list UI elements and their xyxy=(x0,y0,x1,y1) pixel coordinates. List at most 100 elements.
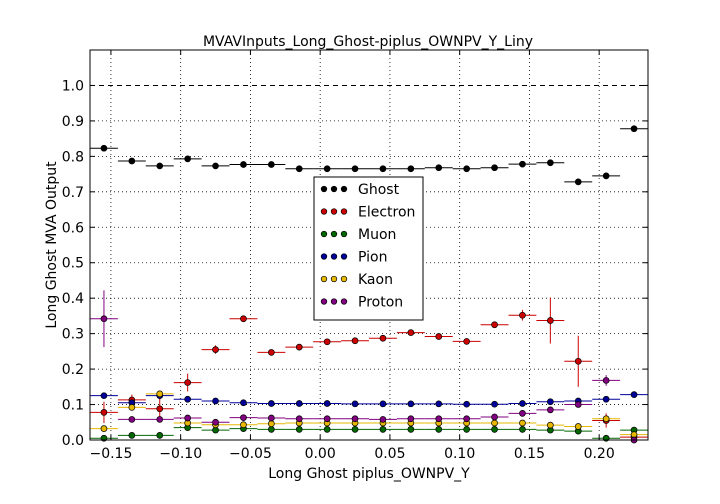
legend-box xyxy=(313,176,424,321)
legend-marker xyxy=(340,208,348,215)
legend-marker xyxy=(320,230,328,238)
data-point xyxy=(519,400,526,407)
y-tick-label: 1.0 xyxy=(62,78,84,94)
data-point xyxy=(268,400,275,407)
x-tick-label: 0.00 xyxy=(305,446,336,462)
data-point xyxy=(240,399,247,407)
data-layer xyxy=(90,125,648,444)
data-point xyxy=(240,161,247,168)
data-point xyxy=(435,164,443,172)
data-point xyxy=(463,165,470,173)
legend-marker xyxy=(330,298,338,305)
data-point xyxy=(407,329,415,336)
data-point xyxy=(602,395,610,403)
data-point xyxy=(491,164,498,172)
data-point xyxy=(156,432,164,439)
data-point xyxy=(435,400,443,408)
data-point xyxy=(602,377,610,384)
data-point xyxy=(379,416,387,423)
data-point xyxy=(240,315,247,323)
y-tick-label: 0.2 xyxy=(62,362,84,378)
y-tick-label: 0.7 xyxy=(62,185,84,201)
data-point xyxy=(435,415,443,423)
y-axis-label: Long Ghost MVA Output xyxy=(44,161,60,329)
y-tick-label: 0.5 xyxy=(62,256,84,272)
legend-marker xyxy=(340,298,348,305)
data-point xyxy=(546,398,554,406)
legend-label: Electron xyxy=(358,205,415,221)
data-point xyxy=(351,426,359,433)
data-point xyxy=(295,165,303,173)
legend-marker xyxy=(320,298,328,305)
y-tick-label: 0.8 xyxy=(62,149,84,165)
legend-marker xyxy=(330,253,338,260)
data-point xyxy=(268,161,275,168)
legend-marker xyxy=(320,275,328,283)
data-point xyxy=(128,416,136,423)
legend-marker xyxy=(330,230,338,238)
data-point xyxy=(379,426,387,433)
data-point xyxy=(184,395,191,403)
data-point xyxy=(100,392,108,400)
data-point xyxy=(128,404,136,411)
data-point xyxy=(100,315,108,323)
data-point xyxy=(212,346,219,353)
data-point xyxy=(240,421,247,429)
y-tick-label: 0.9 xyxy=(62,114,84,130)
data-point xyxy=(519,410,526,417)
data-point xyxy=(268,420,275,428)
y-tick-label: 0.6 xyxy=(62,220,84,236)
legend-label: Kaon xyxy=(358,272,393,288)
data-point xyxy=(156,416,164,423)
data-point xyxy=(212,397,219,405)
data-point xyxy=(295,400,303,407)
legend-marker xyxy=(330,275,338,283)
data-point xyxy=(351,400,359,408)
data-point xyxy=(574,401,582,408)
x-tick-label: 0.10 xyxy=(444,446,475,462)
data-point xyxy=(435,426,443,433)
data-point xyxy=(491,321,498,329)
grid-layer xyxy=(90,50,648,441)
legend-label: Pion xyxy=(358,250,387,266)
data-point xyxy=(407,165,415,173)
data-point xyxy=(351,337,359,345)
data-point xyxy=(351,165,359,173)
x-tick-label: 0.05 xyxy=(374,446,405,462)
data-point xyxy=(519,311,526,319)
legend-marker xyxy=(320,253,328,260)
data-point xyxy=(128,157,136,165)
data-point xyxy=(268,414,275,422)
data-point xyxy=(379,400,387,408)
data-point xyxy=(268,349,275,356)
data-point xyxy=(602,172,610,180)
legend-marker xyxy=(320,185,328,193)
y-tick-label: 0.1 xyxy=(62,398,84,414)
legend-marker xyxy=(340,275,348,283)
data-point xyxy=(323,415,331,423)
data-point xyxy=(546,159,554,167)
data-point xyxy=(379,334,387,342)
legend-marker xyxy=(330,185,338,193)
data-point xyxy=(268,426,275,433)
data-point xyxy=(491,400,498,408)
data-point xyxy=(407,400,415,408)
data-point xyxy=(323,338,331,346)
data-point xyxy=(519,426,526,433)
data-point xyxy=(100,408,108,416)
data-point xyxy=(463,338,470,345)
legend-label: Muon xyxy=(358,227,396,243)
x-tick-label: 0.20 xyxy=(584,446,615,462)
data-point xyxy=(323,426,331,433)
data-point xyxy=(351,415,359,423)
series-ghost xyxy=(90,125,648,186)
data-point xyxy=(184,414,191,422)
data-point xyxy=(407,426,415,433)
data-point xyxy=(630,391,638,398)
data-point xyxy=(100,144,108,152)
y-tick-label: 0.3 xyxy=(62,327,84,343)
legend-label: Proton xyxy=(358,295,403,311)
data-point xyxy=(630,125,638,133)
data-point xyxy=(491,413,498,421)
